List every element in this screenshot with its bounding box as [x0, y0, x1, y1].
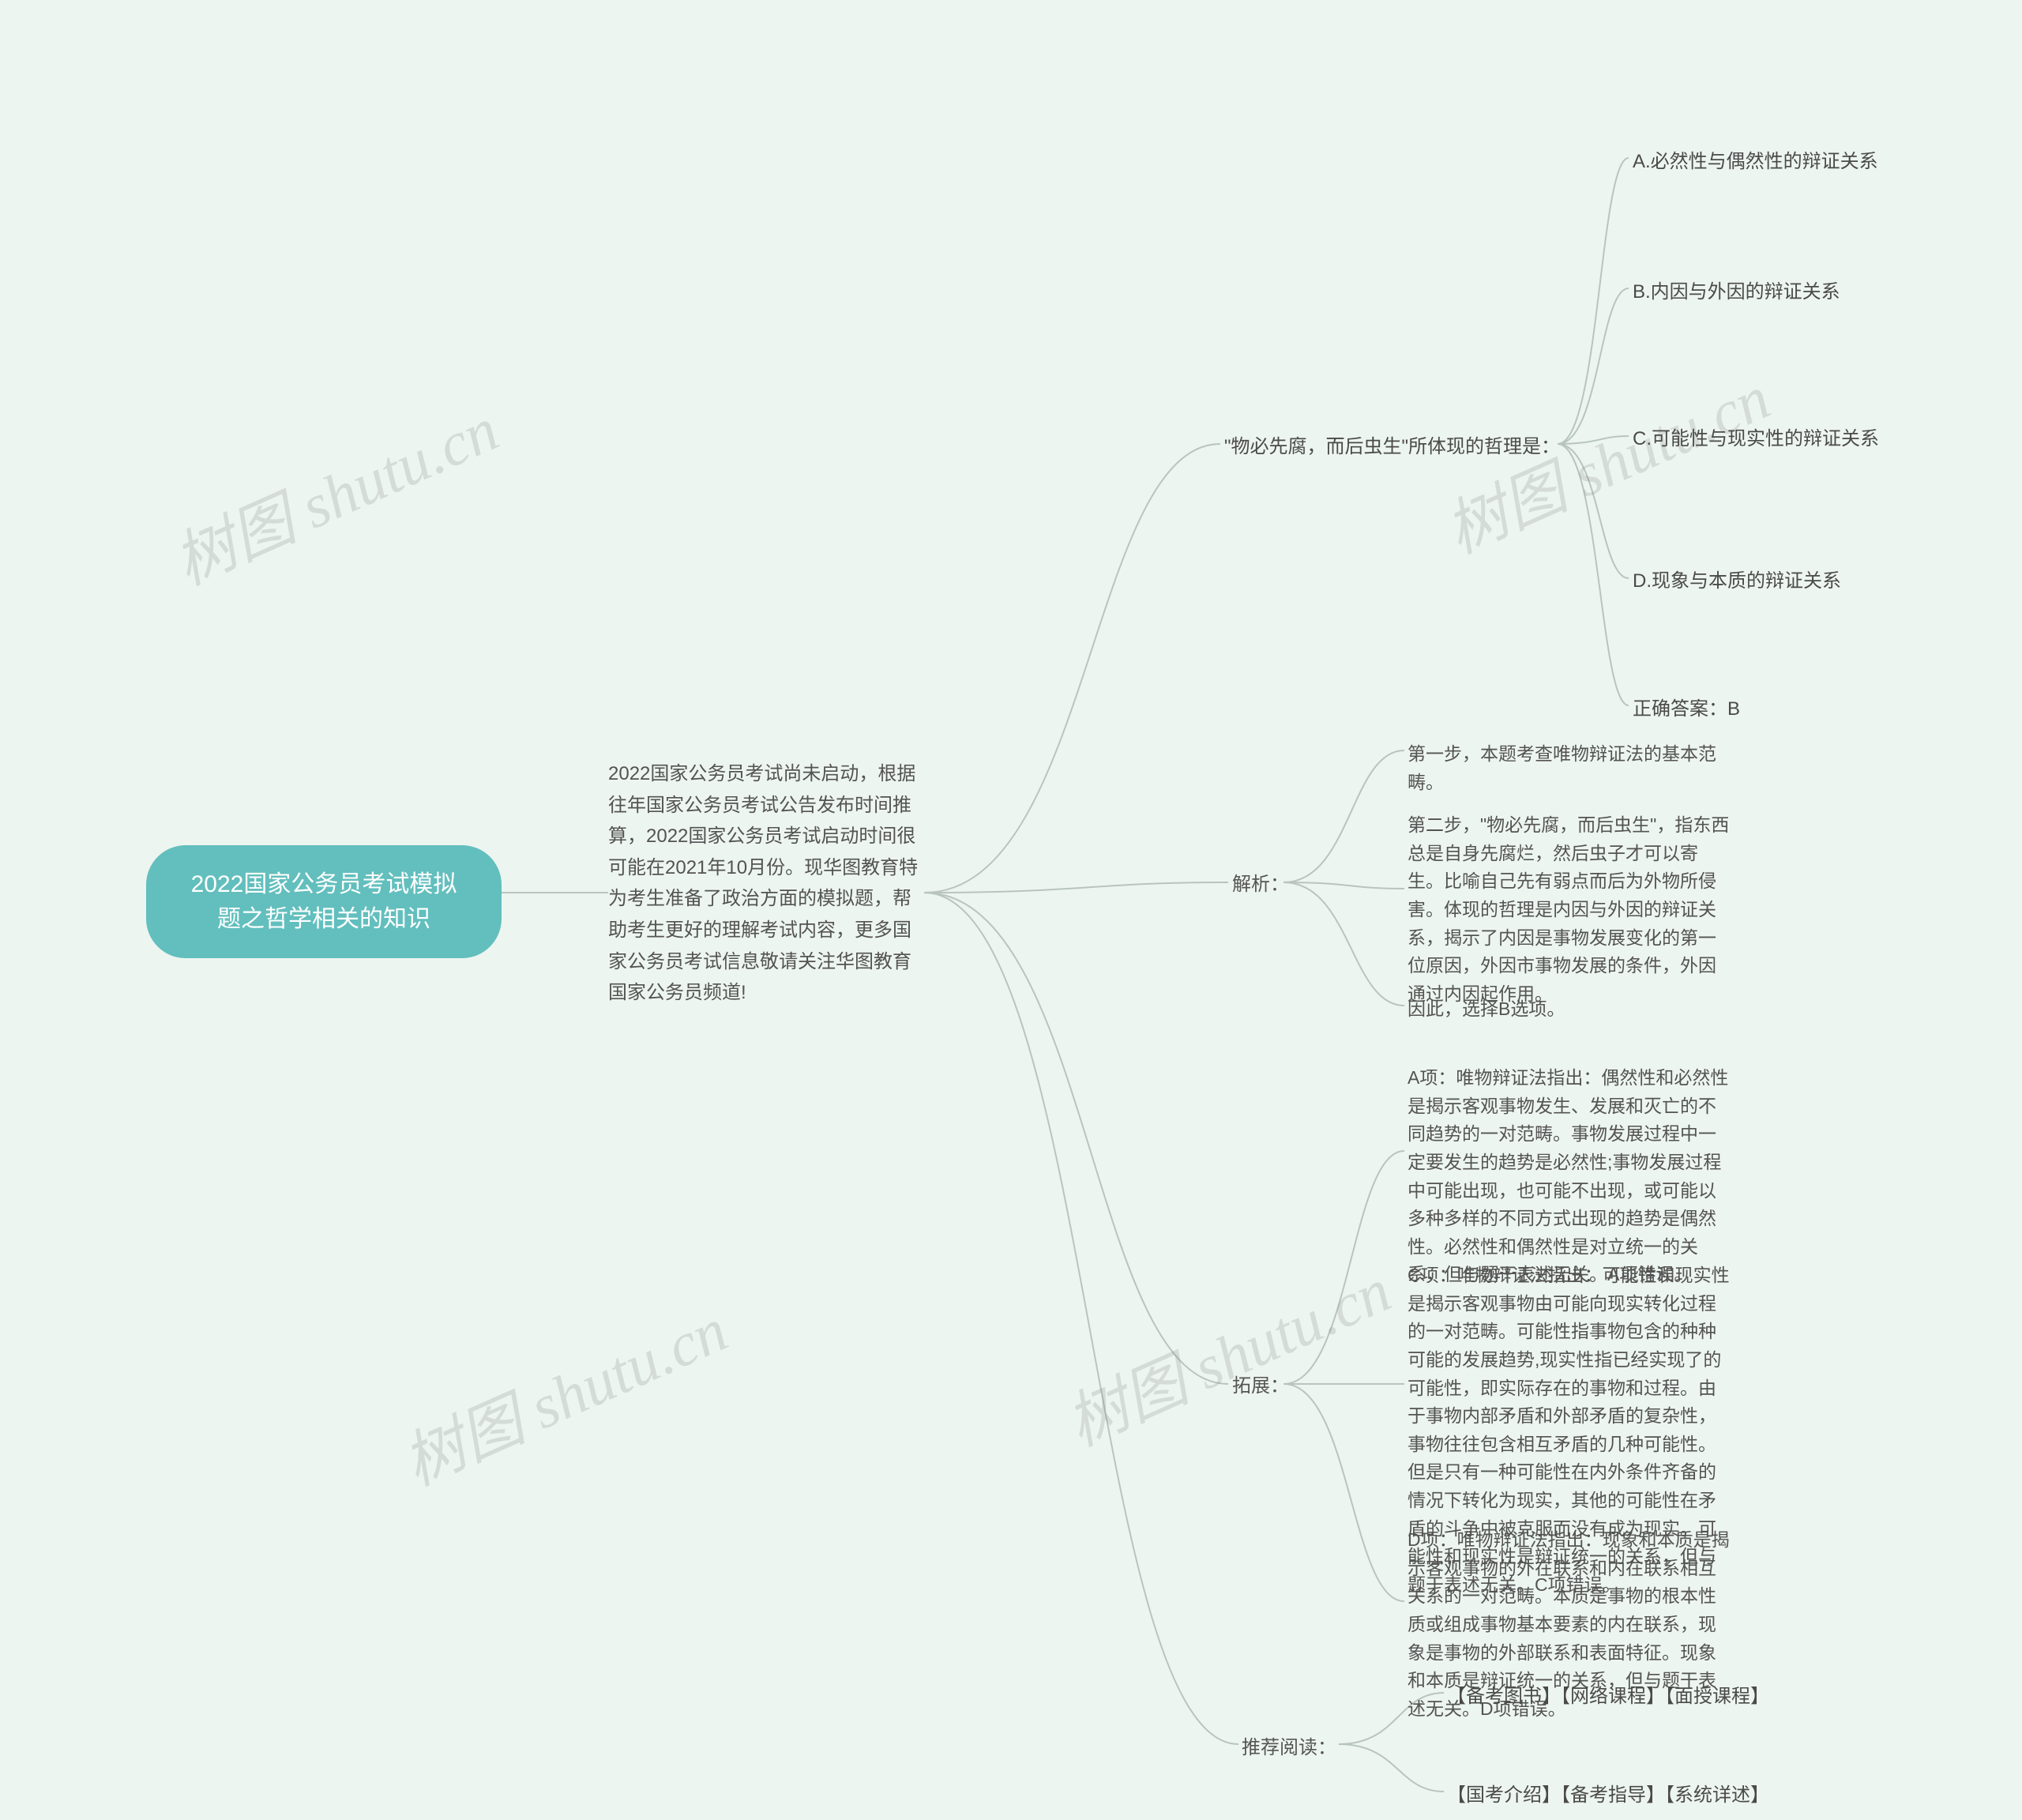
analysis-label: 解析： [1232, 871, 1289, 899]
expand-a: A项：唯物辩证法指出：偶然性和必然性是揭示客观事物发生、发展和灭亡的不同趋势的一… [1408, 1064, 1731, 1289]
option-b: B.内因与外因的辩证关系 [1633, 278, 1840, 306]
analysis-step2: 第二步，"物必先腐，而后虫生"，指东西总是自身先腐烂，然后虫子才可以寄生。比喻自… [1408, 811, 1731, 1008]
watermark: 树图 shutu.cn [1050, 1242, 1402, 1463]
analysis-step1: 第一步，本题考查唯物辩证法的基本范畴。 [1408, 740, 1731, 796]
root-line2: 题之哲学相关的知识 [217, 906, 430, 932]
answer-label: 正确答案：B [1633, 695, 1740, 724]
root-line1: 2022国家公务员考试模拟 [191, 871, 457, 897]
recommend-label: 推荐阅读： [1242, 1734, 1336, 1762]
analysis-conclude: 因此，选择B选项。 [1408, 995, 1731, 1024]
option-d: D.现象与本质的辩证关系 [1633, 567, 1841, 596]
recommend-row-2: 【国考介绍】【备考指导】【系统详述】 [1447, 1781, 1769, 1810]
watermark: 树图 shutu.cn [387, 1281, 739, 1502]
root-node: 2022国家公务员考试模拟 题之哲学相关的知识 [146, 845, 502, 958]
option-c: C.可能性与现实性的辩证关系 [1633, 425, 1879, 453]
expand-label: 拓展： [1232, 1372, 1289, 1401]
option-a: A.必然性与偶然性的辩证关系 [1633, 148, 1878, 176]
watermark: 树图 shutu.cn [158, 381, 509, 602]
question-stem: "物必先腐，而后虫生"所体现的哲理是： [1224, 433, 1560, 461]
recommend-row-1: 【备考图书】【网络课程】【面授课程】 [1447, 1683, 1769, 1711]
intro-text: 2022国家公务员考试尚未启动，根据往年国家公务员考试公告发布时间推算，2022… [608, 758, 924, 1009]
